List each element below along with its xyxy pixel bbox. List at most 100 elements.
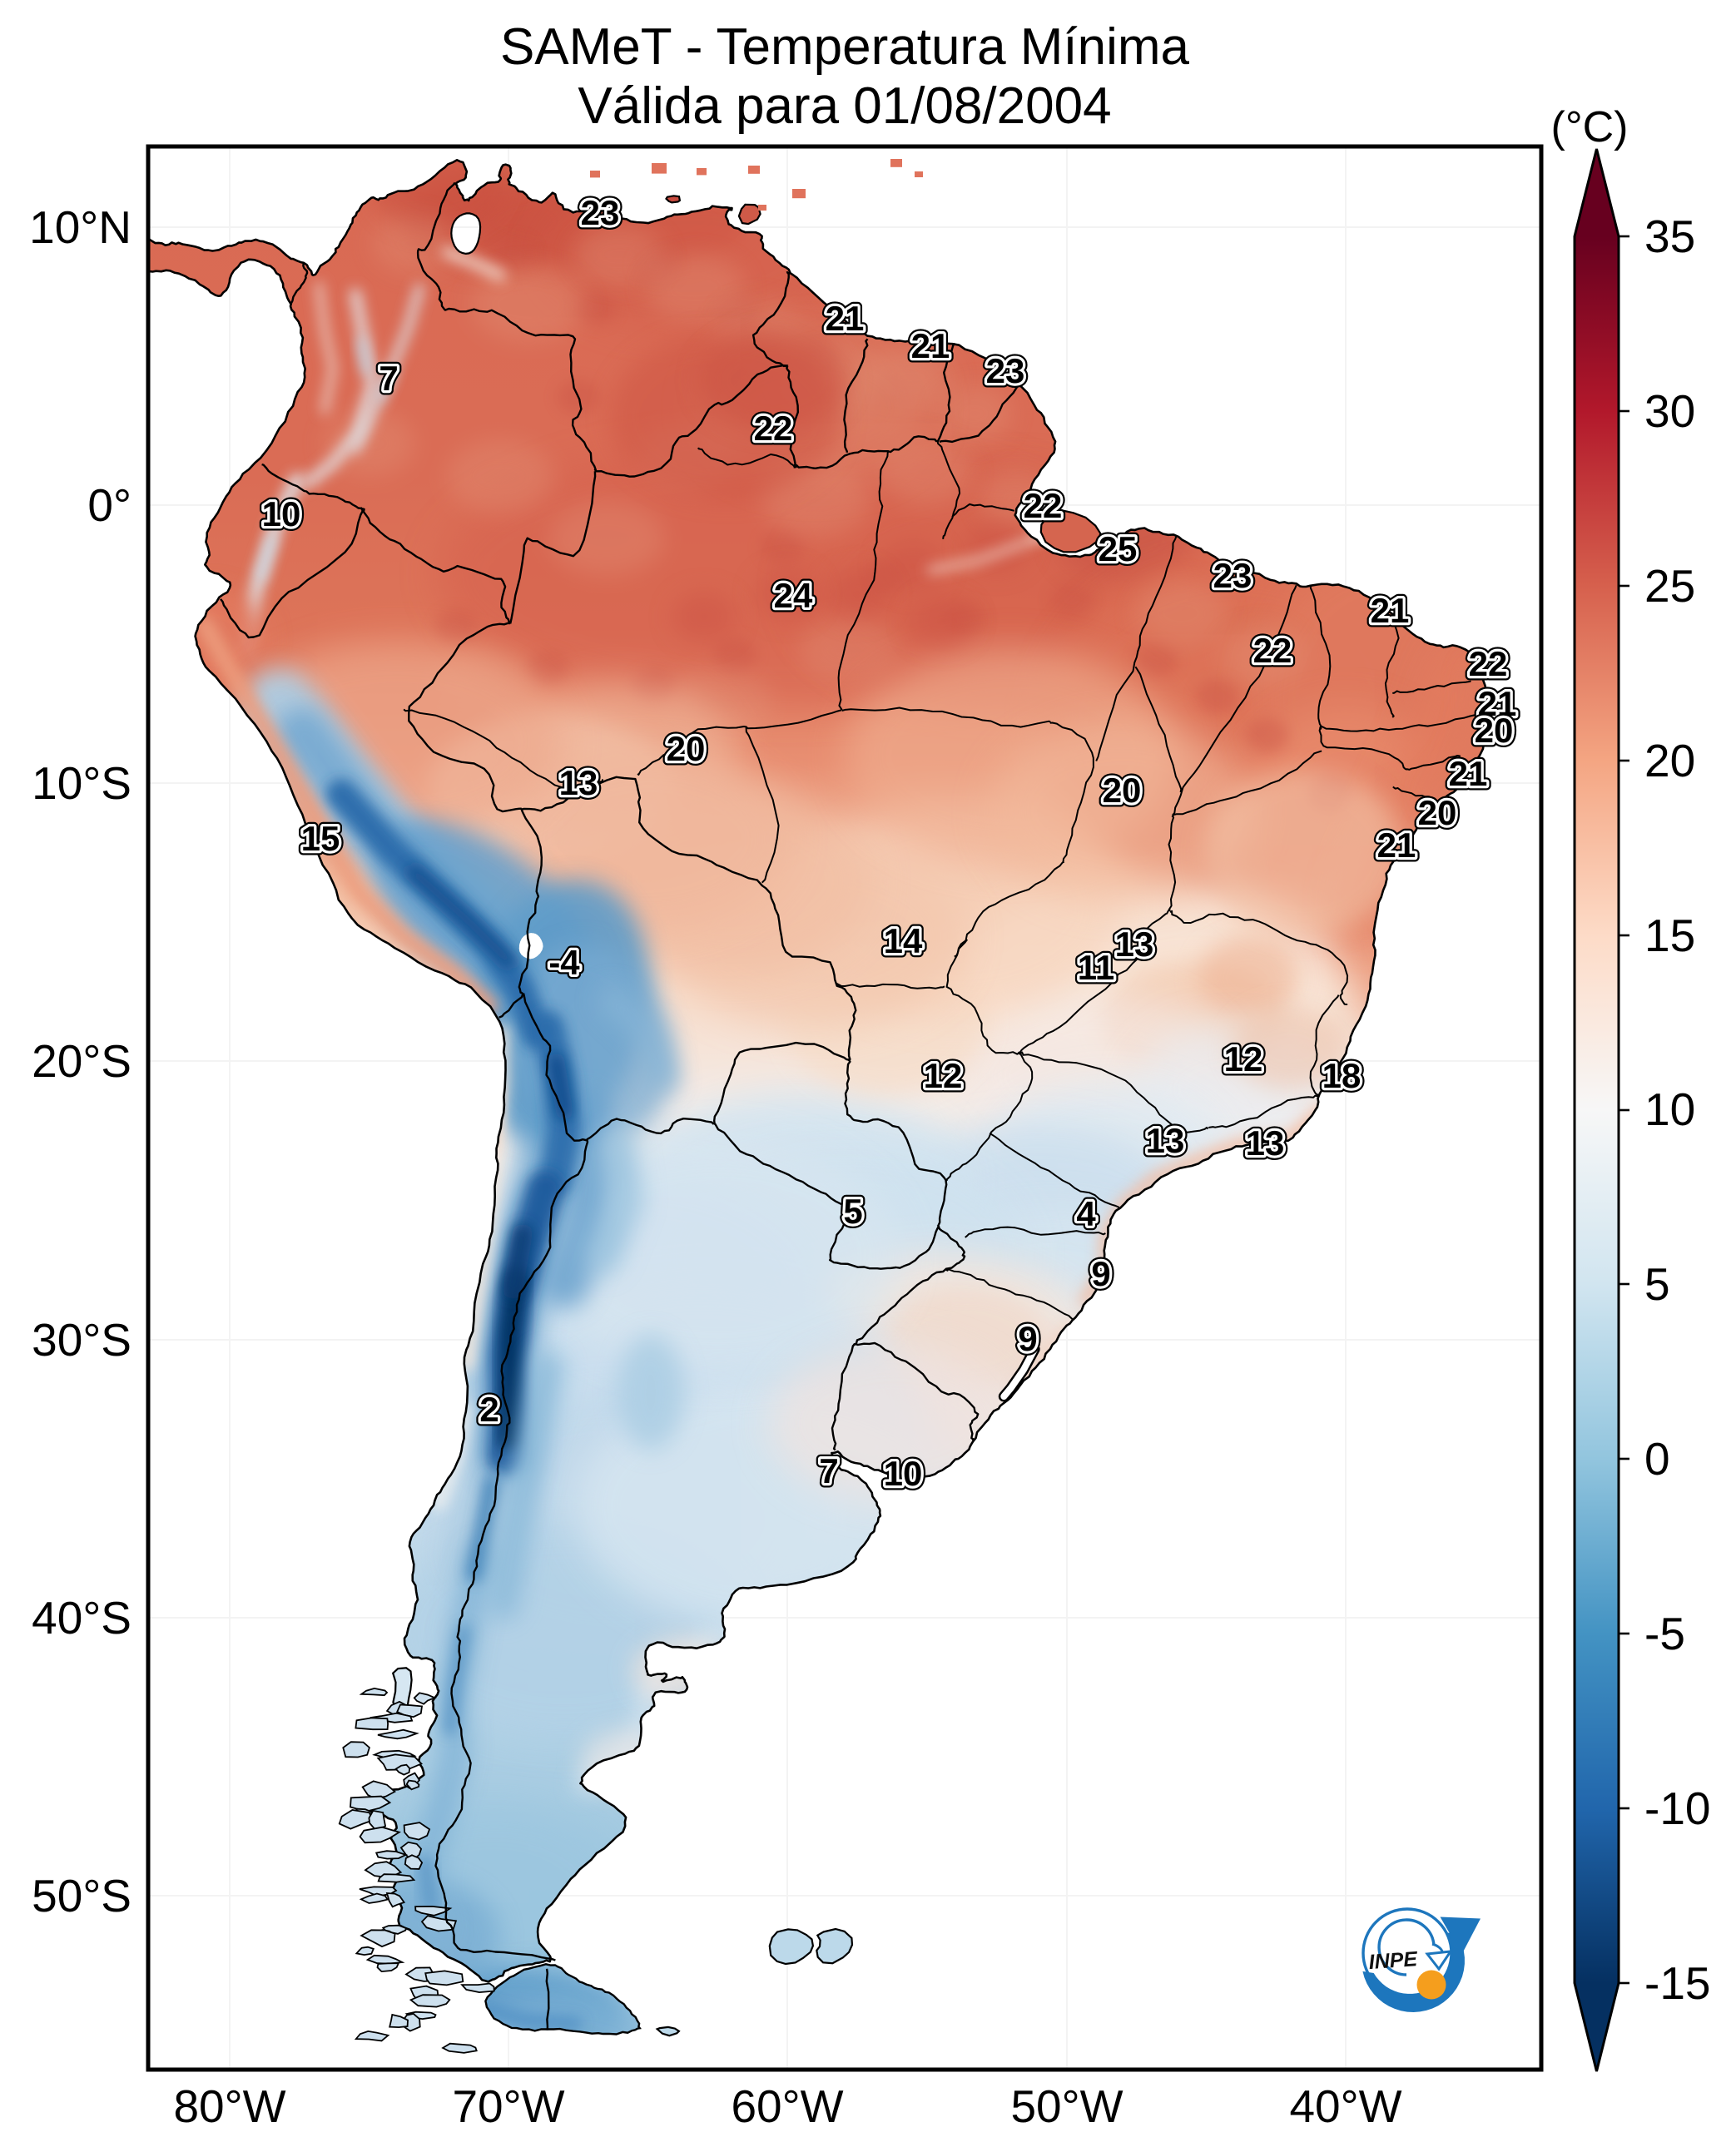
svg-text:22: 22	[754, 409, 793, 448]
svg-text:21: 21	[1377, 826, 1416, 865]
svg-text:25: 25	[1099, 529, 1138, 568]
svg-text:4: 4	[1076, 1194, 1096, 1233]
svg-text:23: 23	[1213, 556, 1252, 595]
svg-text:10: 10	[1644, 1083, 1695, 1135]
svg-text:18: 18	[1322, 1056, 1362, 1095]
svg-text:21: 21	[1478, 684, 1517, 723]
svg-text:10: 10	[884, 1454, 923, 1493]
svg-text:22: 22	[1469, 644, 1508, 683]
svg-text:-4: -4	[548, 943, 580, 982]
svg-text:-4: -4	[548, 943, 580, 982]
svg-text:70°W: 70°W	[452, 2080, 564, 2132]
svg-text:12: 12	[924, 1056, 963, 1095]
svg-text:20: 20	[667, 729, 706, 768]
svg-text:22: 22	[1253, 631, 1292, 670]
svg-text:15: 15	[1644, 910, 1695, 961]
svg-text:13: 13	[1115, 925, 1154, 964]
svg-text:21: 21	[1478, 684, 1517, 723]
svg-text:12: 12	[1224, 1039, 1263, 1078]
svg-text:60°W: 60°W	[731, 2080, 843, 2132]
svg-text:21: 21	[1478, 684, 1517, 723]
svg-text:13: 13	[1246, 1123, 1285, 1163]
svg-text:-4: -4	[548, 943, 580, 982]
svg-text:20: 20	[667, 729, 706, 768]
svg-text:7: 7	[819, 1451, 838, 1490]
svg-text:9: 9	[1091, 1254, 1110, 1293]
svg-text:23: 23	[581, 193, 620, 232]
svg-text:20°S: 20°S	[32, 1035, 131, 1087]
svg-text:13: 13	[559, 763, 598, 802]
svg-text:21: 21	[1449, 754, 1488, 793]
svg-text:9: 9	[1091, 1254, 1110, 1293]
svg-text:22: 22	[754, 409, 793, 448]
svg-text:21: 21	[1371, 591, 1410, 630]
svg-text:22: 22	[1469, 644, 1508, 683]
svg-text:22: 22	[1253, 631, 1292, 670]
svg-text:11: 11	[1078, 948, 1114, 987]
svg-text:20: 20	[667, 729, 706, 768]
svg-text:13: 13	[1115, 925, 1154, 964]
svg-text:40°S: 40°S	[32, 1592, 131, 1644]
svg-text:22: 22	[1024, 486, 1063, 525]
svg-text:50°S: 50°S	[32, 1870, 131, 1921]
svg-text:30: 30	[1644, 385, 1695, 437]
svg-text:10: 10	[884, 1454, 923, 1493]
svg-text:22: 22	[754, 409, 793, 448]
svg-text:12: 12	[1224, 1039, 1263, 1078]
svg-text:2: 2	[479, 1390, 498, 1429]
svg-text:20: 20	[1418, 793, 1457, 832]
svg-text:23: 23	[1213, 556, 1252, 595]
svg-text:14: 14	[884, 921, 923, 960]
svg-text:20: 20	[1103, 771, 1142, 810]
svg-text:-5: -5	[1644, 1608, 1685, 1659]
svg-text:20: 20	[1644, 735, 1695, 786]
svg-text:15: 15	[301, 819, 340, 858]
svg-text:10: 10	[262, 494, 301, 533]
svg-text:23: 23	[581, 193, 620, 232]
svg-text:22: 22	[1469, 644, 1508, 683]
svg-text:9: 9	[1018, 1319, 1037, 1358]
svg-text:50°W: 50°W	[1010, 2080, 1123, 2132]
svg-text:21: 21	[1377, 826, 1416, 865]
svg-text:13: 13	[1246, 1123, 1285, 1163]
svg-text:22: 22	[1024, 486, 1063, 525]
svg-text:21: 21	[1449, 754, 1488, 793]
svg-text:0: 0	[1644, 1433, 1670, 1485]
svg-text:23: 23	[986, 351, 1025, 390]
svg-text:13: 13	[1246, 1123, 1285, 1163]
svg-text:Válida para 01/08/2004: Válida para 01/08/2004	[578, 77, 1111, 135]
svg-text:20: 20	[1475, 711, 1514, 750]
svg-text:21: 21	[1377, 826, 1416, 865]
svg-text:14: 14	[884, 921, 923, 960]
svg-text:2: 2	[479, 1390, 498, 1429]
svg-text:20: 20	[1418, 793, 1457, 832]
svg-text:SAMeT - Temperatura Mínima: SAMeT - Temperatura Mínima	[500, 18, 1190, 76]
svg-text:7: 7	[379, 359, 398, 398]
svg-text:13: 13	[1115, 925, 1154, 964]
svg-text:23: 23	[1213, 556, 1252, 595]
svg-text:80°W: 80°W	[173, 2080, 285, 2132]
svg-text:5: 5	[843, 1192, 862, 1231]
svg-text:7: 7	[379, 359, 398, 398]
svg-text:24: 24	[774, 576, 813, 615]
svg-text:12: 12	[1224, 1039, 1263, 1078]
svg-text:23: 23	[581, 193, 620, 232]
svg-text:5: 5	[1644, 1258, 1670, 1310]
svg-text:(°C): (°C)	[1551, 103, 1629, 151]
svg-text:10°S: 10°S	[32, 757, 131, 809]
svg-text:9: 9	[1018, 1319, 1037, 1358]
svg-text:10°N: 10°N	[29, 201, 131, 253]
svg-text:12: 12	[924, 1056, 963, 1095]
svg-text:22: 22	[1253, 631, 1292, 670]
svg-text:24: 24	[774, 576, 813, 615]
svg-text:5: 5	[843, 1192, 862, 1231]
svg-text:21: 21	[1371, 591, 1410, 630]
svg-text:13: 13	[559, 763, 598, 802]
svg-text:20: 20	[1475, 711, 1514, 750]
svg-text:5: 5	[843, 1192, 862, 1231]
svg-text:24: 24	[774, 576, 813, 615]
svg-text:11: 11	[1078, 948, 1114, 987]
svg-text:21: 21	[826, 299, 865, 338]
svg-text:10: 10	[262, 494, 301, 533]
svg-text:-10: -10	[1644, 1783, 1711, 1834]
